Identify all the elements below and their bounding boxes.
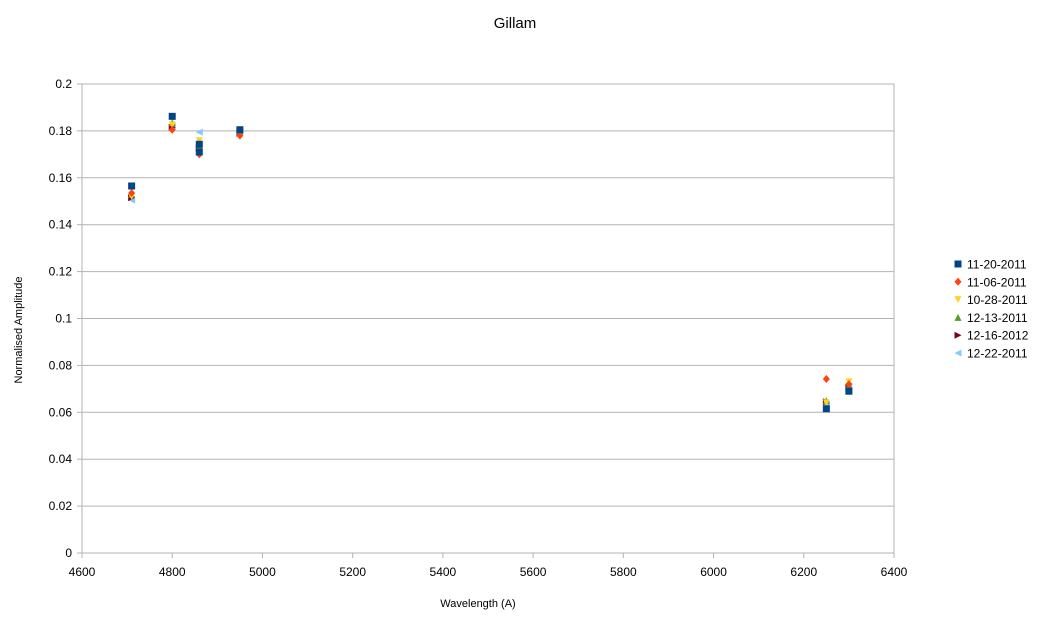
gridlines: [82, 83, 894, 554]
y-tick-label: 0.1: [55, 312, 72, 326]
y-tick-label: 0.06: [49, 405, 73, 419]
legend-label: 11-06-2011: [967, 275, 1027, 289]
data-point: [845, 380, 853, 389]
series-12-13-2011: [128, 119, 853, 405]
x-tick-label: 5200: [339, 565, 366, 579]
y-tick-label: 0.18: [49, 124, 73, 138]
chart-title: Gillam: [494, 15, 537, 32]
legend-item: 11-06-2011: [954, 275, 1027, 289]
data-point: [168, 112, 176, 120]
legend: 11-20-2011 11-06-2011 10-28-2011 12-13-2011…: [954, 258, 1029, 361]
y-tick-label: 0: [65, 546, 72, 560]
data-point: [168, 125, 176, 134]
x-tick-label: 4800: [159, 565, 186, 579]
legend-label: 12-22-2011: [967, 347, 1028, 361]
legend-item: 12-16-2012: [954, 329, 1029, 343]
series-12-16-2012: [128, 123, 853, 406]
data-point: [168, 121, 176, 129]
x-tick-label: 6200: [790, 565, 817, 579]
y-axis-ticks: 0 0.02 0.04 0.06 0.08 0.1 0.12 0.14 0.16 0.18 0.2: [49, 77, 82, 560]
x-axis-ticks: 4600 4800 5000 5200 5400 5600 5800 6000 6200 6400: [69, 553, 908, 579]
data-point: [195, 148, 203, 156]
y-tick-label: 0.04: [49, 452, 73, 466]
data-point: [195, 128, 203, 136]
data-point: [128, 182, 136, 190]
legend-label: 11-20-2011: [967, 258, 1027, 272]
legend-item: 11-20-2011: [954, 258, 1027, 272]
legend-marker: [954, 349, 962, 357]
x-tick-label: 5400: [430, 565, 457, 579]
x-tick-label: 5000: [249, 565, 276, 579]
y-tick-label: 0.2: [55, 77, 72, 91]
data-point: [195, 140, 203, 148]
data-point: [845, 387, 853, 395]
y-tick-label: 0.14: [49, 218, 73, 232]
y-tick-label: 0.16: [49, 171, 73, 185]
legend-label: 12-13-2011: [967, 311, 1028, 325]
legend-marker: [954, 331, 962, 339]
legend-marker: [954, 277, 962, 286]
data-point: [822, 399, 830, 407]
y-tick-label: 0.02: [49, 499, 73, 513]
legend-item: 12-22-2011: [954, 347, 1028, 361]
legend-label: 10-28-2011: [967, 293, 1028, 307]
y-tick-label: 0.12: [49, 265, 73, 279]
x-tick-label: 4600: [69, 565, 96, 579]
series-11-06-2011: [128, 125, 853, 389]
y-tick-label: 0.08: [49, 358, 73, 372]
legend-item: 12-13-2011: [954, 311, 1028, 325]
x-tick-label: 6400: [881, 565, 908, 579]
legend-item: 10-28-2011: [954, 293, 1028, 307]
x-axis-title: Wavelength (A): [440, 598, 515, 610]
series-11-20-2011: [128, 112, 853, 413]
data-point: [236, 126, 244, 134]
legend-marker: [954, 313, 962, 321]
series-10-28-2011: [128, 121, 853, 407]
legend-marker: [954, 296, 962, 304]
data-points: [128, 112, 853, 413]
y-axis-title: Normalised Amplitude: [13, 277, 25, 384]
data-point: [822, 375, 830, 384]
data-point: [236, 131, 244, 140]
legend-marker: [954, 260, 962, 268]
x-tick-label: 6000: [700, 565, 727, 579]
data-point: [195, 137, 203, 145]
legend-label: 12-16-2012: [967, 329, 1029, 343]
x-tick-label: 5800: [610, 565, 637, 579]
data-point: [822, 405, 830, 413]
x-tick-label: 5600: [520, 565, 547, 579]
data-point: [128, 189, 136, 198]
